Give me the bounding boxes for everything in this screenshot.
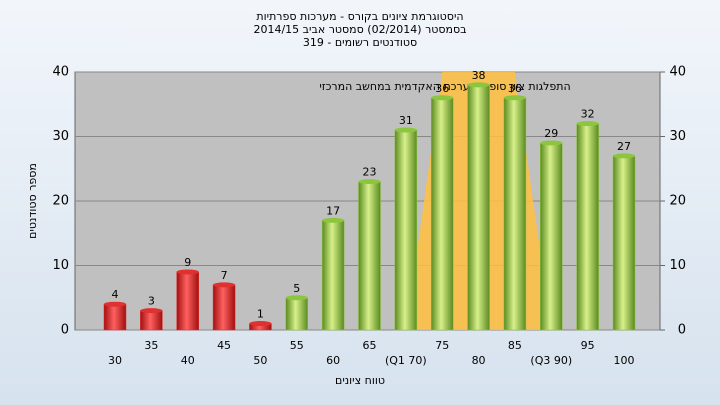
title: סטודנטים רשומים - 319 [303,36,417,49]
value-label: 23 [363,166,377,179]
x-tick-label: 55 [290,339,304,352]
bar [503,97,527,331]
x-tick-label: (Q3 90) [530,354,572,367]
bar-top [213,282,236,288]
bar [430,97,454,331]
bar [212,284,236,331]
y-tick-label: 10 [52,258,69,273]
value-label: 9 [184,256,191,269]
bar-top [394,127,417,133]
bar-top [249,321,272,327]
bar-top [576,121,599,127]
x-tick-label: 65 [363,339,377,352]
value-label: 36 [435,82,449,95]
bar [140,310,163,331]
value-label: 5 [293,282,300,295]
x-tick-label: 75 [435,339,449,352]
bar-top [358,179,381,185]
bar-top [431,95,454,101]
value-label: 27 [617,140,631,153]
x-tick-label: 50 [253,354,267,367]
bar [358,181,381,331]
x-tick-label: 45 [217,339,231,352]
x-tick-label: 95 [581,339,595,352]
bar-top [176,269,199,275]
bar-top [467,82,490,88]
bar-top [104,301,126,307]
x-tick-label: 60 [326,354,340,367]
value-label: 3 [148,295,155,308]
y-tick-label: 20 [52,194,69,209]
bar [612,155,636,331]
value-label: 17 [326,204,340,217]
x-tick-label: 35 [144,339,158,352]
value-label: 4 [112,288,119,301]
bar [394,129,418,331]
y2-tick-label: 30 [669,129,686,144]
bar-top [140,308,163,314]
value-label: 31 [399,114,413,127]
x-tick-label: 80 [472,354,486,367]
bar [176,271,199,331]
value-label: 36 [508,82,522,95]
bar [103,303,127,331]
y-tick-label: 40 [52,65,69,80]
bar [576,123,599,331]
x-tick-label: 100 [614,354,635,367]
x-tick-label: 40 [181,354,195,367]
y2-tick-label: 10 [669,258,686,273]
value-label: 38 [472,69,486,82]
bar [321,220,345,331]
value-label: 1 [257,308,264,321]
title: היסטוגרמת ציונים בקורס - מערכות ספרתיות [256,10,463,23]
y2-tick-label: 20 [669,194,686,209]
bar-top [540,140,563,146]
bar-top [322,217,345,223]
bar [467,84,490,331]
y-axis-label: מספר סטודנטים [26,163,39,239]
bar-top [503,95,526,101]
value-label: 29 [544,127,558,140]
value-label: 7 [221,269,228,282]
bar-top [285,295,308,301]
x-tick-label: (Q1 70) [385,354,427,367]
x-axis-label: טווח ציונים [335,374,385,387]
y-tick-label: 30 [52,129,69,144]
y2-tick-label: 0 [678,323,686,338]
x-tick-label: 85 [508,339,522,352]
bar-top [613,153,635,159]
bar [285,297,309,331]
y2-tick-label: 40 [669,65,686,80]
x-tick-label: 30 [108,354,122,367]
bar [540,142,563,331]
title: בסמסטר (02/2014) סמסטר אביב 2014/15 [253,23,466,36]
y-tick-label: 0 [61,323,69,338]
value-label: 32 [581,108,595,121]
annotation: התפלגות ציון סופי במערכת האקדמית במחשב ה… [319,80,570,93]
